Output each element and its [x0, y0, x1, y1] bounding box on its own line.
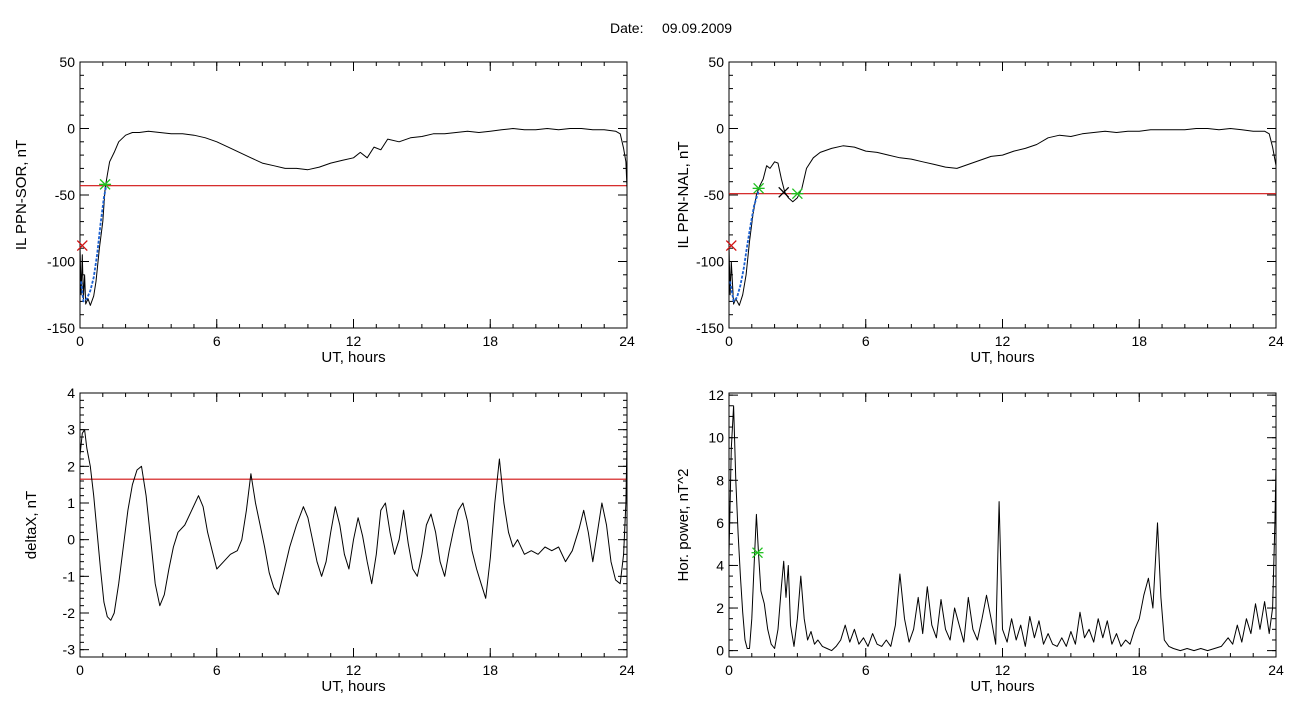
y-tick-label: 4 — [716, 557, 724, 573]
data-series-line — [79, 128, 628, 306]
x-tick-label: 0 — [76, 333, 84, 349]
marker-black-x — [778, 186, 790, 198]
x-tick-label: 12 — [346, 662, 362, 678]
x-tick-label: 0 — [725, 662, 733, 678]
x-tick-label: 18 — [482, 662, 498, 678]
x-tick-label: 24 — [619, 662, 635, 678]
x-tick-label: 12 — [995, 662, 1011, 678]
y-tick-label: 2 — [716, 600, 724, 616]
y-tick-label: 50 — [708, 54, 724, 70]
y-tick-label: -150 — [696, 320, 724, 336]
y-tick-label: 8 — [716, 472, 724, 488]
y-tick-label: -150 — [47, 320, 75, 336]
y-tick-label: 0 — [716, 121, 724, 137]
y-tick-label: 1 — [67, 495, 75, 511]
plot-frame — [79, 61, 628, 329]
y-tick-label: 0 — [67, 532, 75, 548]
y-tick-label: 3 — [67, 422, 75, 438]
y-tick-label: -3 — [63, 642, 76, 658]
y-tick-label: -2 — [63, 605, 76, 621]
y-tick-label: 6 — [716, 515, 724, 531]
x-tick-label: 24 — [1268, 662, 1284, 678]
x-tick-label: 18 — [1131, 333, 1147, 349]
marker-green-asterisk — [791, 188, 804, 200]
x-axis-label: UT, hours — [321, 349, 385, 366]
y-tick-label: -1 — [63, 568, 76, 584]
x-tick-label: 0 — [725, 333, 733, 349]
x-tick-label: 12 — [995, 333, 1011, 349]
panel-nal: 0 6 12 18 24 -150 -100 -50 0 50 UT, hours IL PPN-NA… — [675, 54, 1284, 366]
x-tick-label: 6 — [862, 662, 870, 678]
y-axis-label: Hor. power, nT^2 — [675, 469, 692, 582]
y-axis-label: IL PPN-NAL, nT — [675, 142, 692, 249]
y-axis-label: deltaX, nT — [23, 491, 40, 559]
y-tick-label: -50 — [55, 187, 75, 203]
y-tick-label: 0 — [716, 643, 724, 659]
marker-red-x — [76, 240, 88, 251]
x-axis-label: UT, hours — [970, 678, 1034, 695]
data-series-line — [728, 405, 1277, 652]
y-tick-label: 4 — [67, 385, 75, 401]
y-axis-label: IL PPN-SOR, nT — [13, 140, 30, 250]
data-series-line — [728, 128, 1277, 306]
marker-green-asterisk — [99, 178, 112, 190]
y-tick-label: 12 — [708, 387, 724, 403]
x-tick-label: 6 — [213, 662, 221, 678]
x-axis-label: UT, hours — [970, 349, 1034, 366]
fit-series-line — [80, 185, 108, 303]
y-tick-label: -50 — [704, 187, 724, 203]
x-axis-label: UT, hours — [321, 678, 385, 695]
y-tick-label: 50 — [59, 54, 75, 70]
x-tick-label: 24 — [619, 333, 635, 349]
plot-frame — [728, 61, 1277, 329]
x-tick-label: 6 — [213, 333, 221, 349]
x-tick-label: 24 — [1268, 333, 1284, 349]
date-label: Date: — [610, 20, 643, 36]
data-series-line — [79, 429, 628, 621]
marker-green-asterisk — [751, 547, 764, 559]
x-tick-label: 18 — [482, 333, 498, 349]
date-value: 09.09.2009 — [662, 20, 732, 36]
x-tick-label: 6 — [862, 333, 870, 349]
y-tick-label: -100 — [696, 254, 724, 270]
panel-sor: 0 6 12 18 24 -150 -100 -50 0 50 UT, hours IL PPN-SO… — [13, 54, 635, 366]
y-tick-label: 2 — [67, 458, 75, 474]
y-tick-label: 10 — [708, 430, 724, 446]
marker-red-x — [725, 240, 737, 251]
marker-green-asterisk — [752, 182, 765, 194]
plot-frame — [79, 392, 628, 658]
fit-series-line — [729, 190, 760, 303]
y-tick-label: 0 — [67, 121, 75, 137]
x-tick-label: 18 — [1131, 662, 1147, 678]
x-tick-label: 12 — [346, 333, 362, 349]
x-tick-label: 0 — [76, 662, 84, 678]
y-tick-label: -100 — [47, 254, 75, 270]
